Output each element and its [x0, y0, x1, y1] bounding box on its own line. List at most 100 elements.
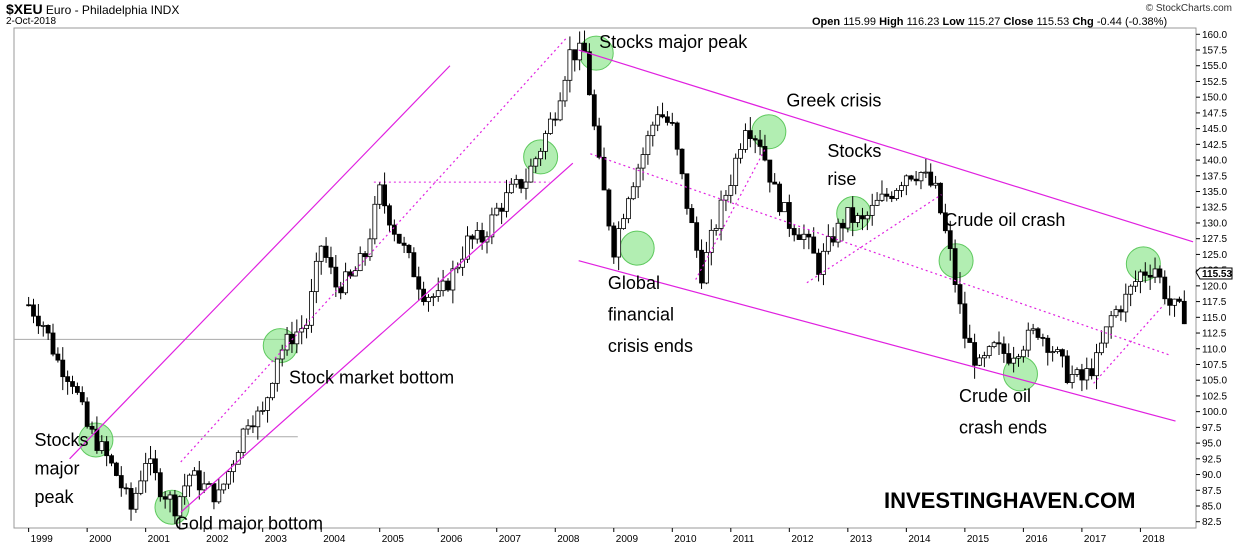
candle-body: [1040, 337, 1046, 339]
candle-body: [933, 182, 939, 186]
candle-body: [752, 138, 758, 141]
y-tick-label: 112.5: [1202, 329, 1227, 340]
ticker-symbol: $XEU: [6, 1, 43, 17]
candle-body: [172, 494, 178, 517]
x-tick-label: 2010: [674, 534, 697, 545]
x-tick-label: 2005: [382, 534, 405, 545]
ohlc-summary: Open 115.99 High 116.23 Low 115.27 Close…: [812, 16, 1167, 28]
candle-body: [894, 190, 899, 199]
annotation-label: Greek crisis: [786, 91, 881, 111]
candle-body: [265, 397, 270, 411]
candle-body: [923, 171, 929, 174]
y-tick-label: 150.0: [1202, 93, 1227, 104]
candle-body: [79, 392, 85, 403]
candle-body: [221, 483, 227, 491]
x-tick-label: 2014: [908, 534, 931, 545]
chg-label: Chg: [1072, 16, 1094, 28]
annotation-label: Stock market bottom: [289, 367, 454, 387]
candle-body: [1069, 374, 1075, 383]
candle-body: [362, 253, 368, 258]
candle-body: [947, 230, 953, 250]
candle-body: [84, 401, 90, 427]
high-value: 116.23: [906, 16, 940, 28]
candle-body: [567, 49, 573, 81]
x-tick-label: 2000: [89, 534, 112, 545]
candle-body: [167, 494, 173, 500]
candle-body: [294, 331, 300, 345]
candle-body: [1181, 300, 1187, 325]
candle-body: [821, 250, 826, 275]
candle-body: [299, 328, 305, 333]
annotation-label: Stocks major peak: [599, 32, 748, 52]
y-tick-label: 130.0: [1202, 218, 1227, 229]
candle-body: [957, 284, 963, 305]
x-tick-label: 2009: [616, 534, 639, 545]
candle-body: [704, 252, 709, 284]
candle-body: [391, 224, 397, 235]
candle-body: [1177, 298, 1182, 302]
candle-body: [855, 215, 860, 223]
candle-body: [811, 236, 817, 254]
annotation-label: Crude oil crash: [944, 210, 1065, 230]
candles-layer: [26, 30, 1187, 530]
candle-body: [757, 139, 763, 147]
candle-body: [1103, 326, 1109, 344]
x-tick-label: 2012: [791, 534, 814, 545]
candle-body: [562, 79, 568, 102]
candle-body: [201, 483, 207, 491]
candle-body: [309, 291, 314, 326]
candle-body: [489, 214, 495, 238]
close-value: 115.53: [1036, 16, 1070, 28]
candle-body: [1113, 309, 1119, 317]
candle-body: [348, 271, 353, 277]
y-tick-label: 120.0: [1202, 281, 1227, 292]
candle-body: [743, 130, 748, 150]
candle-body: [1020, 349, 1026, 358]
candle-body: [1001, 343, 1007, 354]
x-tick-label: 2007: [499, 534, 522, 545]
annotation-label: Global: [608, 273, 660, 293]
y-tick-label: 145.0: [1202, 124, 1227, 135]
candle-body: [1147, 274, 1153, 278]
y-tick-label: 115.0: [1202, 313, 1227, 324]
candle-body: [869, 204, 875, 216]
candle-body: [1064, 355, 1070, 383]
x-tick-label: 1999: [31, 534, 54, 545]
candle-body: [694, 222, 700, 251]
x-tick-label: 2011: [733, 534, 755, 545]
candle-body: [601, 156, 607, 191]
candle-body: [1011, 357, 1017, 364]
y-tick-label: 140.0: [1202, 156, 1227, 167]
x-tick-label: 2004: [323, 534, 346, 545]
chart-date: 2-Oct-2018: [6, 16, 57, 27]
candle-body: [1142, 271, 1148, 276]
candle-body: [40, 324, 46, 327]
candle-body: [645, 135, 651, 155]
candle-body: [445, 280, 451, 291]
channel-line: [1093, 304, 1165, 384]
candle-body: [684, 173, 690, 209]
channel-line: [69, 65, 451, 460]
candle-body: [981, 355, 987, 359]
y-tick-label: 155.0: [1202, 61, 1227, 72]
candle-body: [718, 199, 724, 229]
candle-body: [343, 271, 348, 294]
candle-body: [850, 207, 856, 223]
candle-body: [372, 203, 378, 240]
y-tick-label: 95.0: [1202, 439, 1222, 450]
candle-body: [109, 455, 114, 464]
candle-body: [952, 248, 958, 285]
candle-body: [528, 165, 534, 183]
candle-body: [728, 185, 734, 196]
candle-body: [699, 249, 704, 284]
candle-body: [674, 122, 680, 150]
candle-body: [616, 228, 622, 258]
candle-body: [665, 116, 670, 123]
last-value-marker: 115.53: [1195, 267, 1233, 280]
y-tick-label: 102.5: [1202, 391, 1227, 402]
annotation-label: Stocks: [827, 141, 881, 161]
annotation-label: crisis ends: [608, 336, 693, 356]
candle-body: [31, 304, 36, 317]
candle-body: [1089, 368, 1095, 377]
channel-lines: [69, 37, 1194, 513]
